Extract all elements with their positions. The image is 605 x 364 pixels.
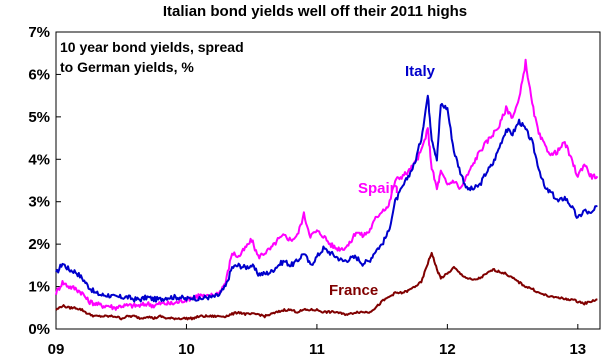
y-tick-label: 7% xyxy=(28,24,50,41)
y-tick-label: 1% xyxy=(28,279,50,296)
x-axis: 09 10 11 12 13 xyxy=(48,324,586,358)
y-tick-label: 3% xyxy=(28,194,50,211)
series-label-france: France xyxy=(329,282,378,299)
y-tick-label: 0% xyxy=(28,321,50,338)
x-tick-label: 10 xyxy=(178,341,195,358)
plot-area xyxy=(55,31,601,330)
series-lines xyxy=(55,58,599,321)
chart-subtitle-line-1: 10 year bond yields, spread xyxy=(60,39,244,55)
x-tick-label: 12 xyxy=(439,341,456,358)
x-tick-label: 09 xyxy=(48,341,65,358)
series-label-spain: Spain xyxy=(358,180,399,197)
chart-title: Italian bond yields well off their 2011 … xyxy=(163,3,467,20)
y-axis: 0% 1% 2% 3% 4% 5% 6% 7% xyxy=(28,24,61,338)
x-tick-label: 11 xyxy=(309,341,325,358)
plot-border xyxy=(55,31,601,330)
chart-subtitle-line-2: to German yields, % xyxy=(60,59,194,75)
series-label-italy: Italy xyxy=(405,63,436,80)
y-tick-label: 5% xyxy=(28,109,50,126)
y-tick-label: 4% xyxy=(28,151,50,168)
series-line-italy xyxy=(55,94,598,303)
y-tick-label: 2% xyxy=(28,236,50,253)
series-line-spain xyxy=(55,58,599,311)
y-tick-label: 6% xyxy=(28,66,50,83)
x-tick-label: 13 xyxy=(569,341,586,358)
series-line-france xyxy=(55,251,598,321)
